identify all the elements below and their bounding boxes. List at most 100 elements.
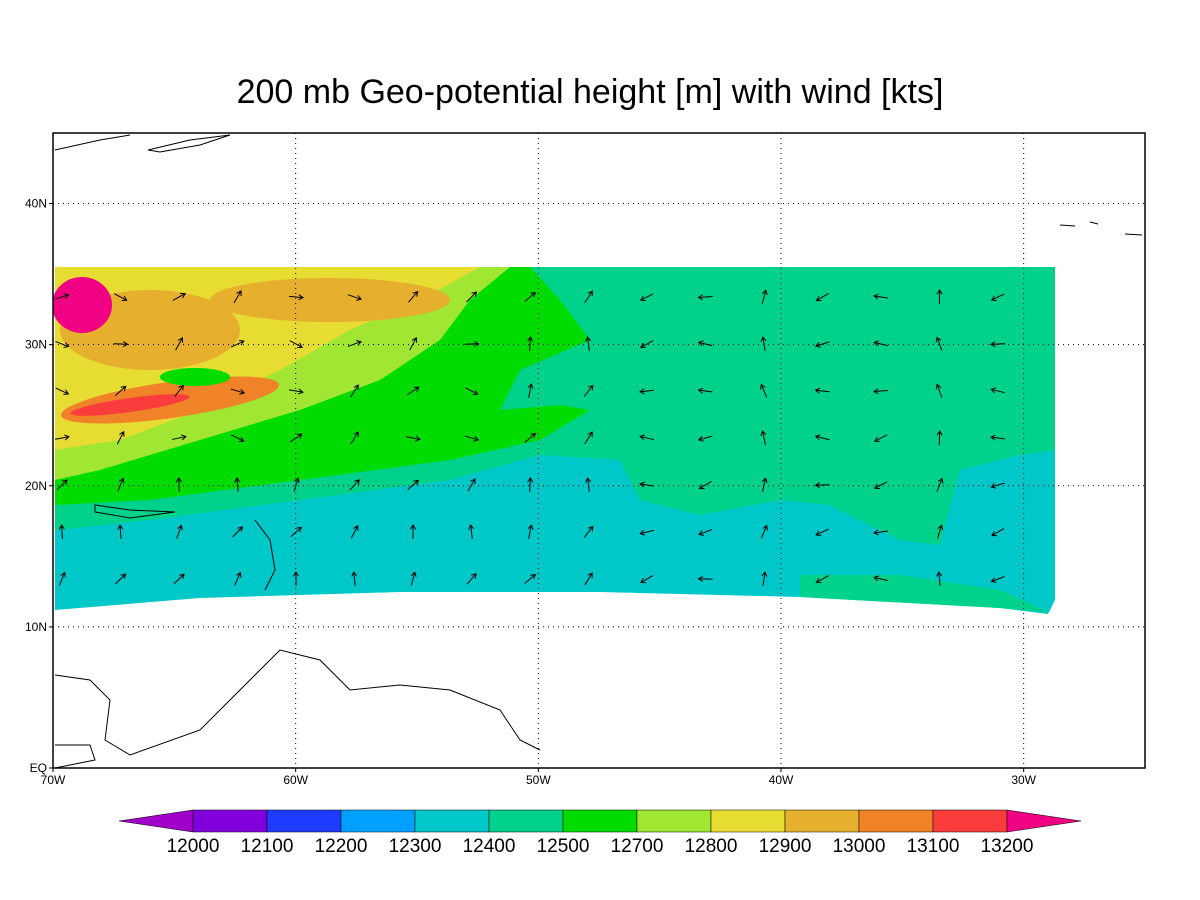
wind-arrow — [527, 477, 534, 493]
wind-arrow — [117, 524, 124, 540]
wind-arrow — [761, 477, 768, 492]
wind-arrow — [873, 575, 888, 582]
y-tick-label: 40N — [25, 197, 47, 211]
colorbar-swatch — [414, 809, 490, 833]
wind-arrow — [55, 387, 70, 395]
wind-arrow — [761, 289, 768, 304]
wind-arrow — [697, 387, 713, 394]
y-tick-label: 20N — [25, 479, 47, 493]
wind-arrow — [234, 477, 241, 493]
wind-arrow — [640, 575, 654, 584]
wind-arrow — [697, 340, 713, 347]
colorbar-swatch — [636, 809, 712, 833]
wind-arrow — [936, 289, 943, 305]
wind-arrow — [990, 434, 1006, 441]
colorbar-swatch — [562, 809, 638, 833]
height-field — [53, 267, 1055, 614]
wind-arrow — [465, 387, 479, 396]
colorbar-label: 12100 — [241, 836, 294, 857]
x-tick-label: 70W — [41, 773, 66, 787]
wind-arrow — [58, 571, 66, 586]
colorbar-triangle — [118, 809, 194, 833]
wind-arrow — [873, 434, 888, 443]
wind-arrow — [232, 526, 244, 538]
wind-arrow — [175, 477, 182, 493]
wind-arrow — [409, 336, 418, 351]
wind-arrow — [815, 575, 829, 584]
colorbar-swatch — [488, 809, 564, 833]
wind-arrow — [55, 340, 70, 348]
wind-arrow — [698, 480, 712, 490]
wind-arrow — [697, 575, 713, 582]
wind-arrow — [584, 431, 593, 445]
colorbar-label: 12700 — [611, 836, 664, 857]
wind-arrow — [873, 293, 889, 300]
wind-arrow — [761, 571, 768, 587]
wind-arrow — [231, 434, 245, 443]
wind-arrow — [584, 572, 593, 586]
wind-arrow — [815, 292, 829, 302]
wind-arrow — [410, 524, 417, 540]
wind-arrow — [175, 337, 184, 351]
wind-arrow — [466, 291, 478, 303]
colorbar-swatch — [340, 809, 416, 833]
wind-arrow — [55, 293, 70, 300]
wind-arrow — [936, 430, 943, 446]
wind-arrow — [990, 387, 1005, 394]
wind-arrow — [347, 294, 363, 301]
colorbar-label: 12500 — [537, 836, 590, 857]
x-tick-label: 30W — [1011, 773, 1036, 787]
wind-arrow — [406, 386, 420, 396]
wind-arrow — [464, 435, 480, 442]
wind-arrow — [233, 290, 242, 304]
colorbar-label: 12800 — [685, 836, 738, 857]
colorbar-label: 12300 — [389, 836, 442, 857]
wind-arrow — [234, 571, 242, 586]
wind-arrow — [697, 294, 713, 301]
colorbar-swatch — [784, 809, 860, 833]
wind-arrow — [639, 340, 654, 349]
wind-arrow — [760, 430, 767, 445]
wind-arrow — [990, 576, 1005, 583]
wind-arrow — [230, 388, 246, 395]
wind-arrow — [585, 477, 592, 493]
wind-arrow — [873, 340, 888, 347]
wind-arrow — [583, 384, 594, 397]
wind-arrow — [466, 572, 477, 585]
wind-arrow — [936, 524, 944, 539]
wind-arrow — [58, 524, 65, 540]
wind-arrow — [935, 336, 943, 351]
wind-arrow — [991, 527, 1005, 537]
wind-arrow — [524, 573, 537, 584]
chart-title: 200 mb Geo-potential height [m] with win… — [237, 73, 944, 111]
wind-arrow — [293, 477, 300, 492]
wind-arrow — [524, 291, 537, 302]
wind-arrow — [464, 340, 480, 347]
wind-arrow — [760, 524, 768, 539]
wind-arrow — [760, 336, 767, 351]
coastlines — [54, 134, 1143, 769]
wind-arrow — [524, 432, 537, 443]
wind-arrow — [936, 477, 944, 492]
wind-arrow — [639, 293, 654, 302]
colorbar-swatch — [858, 809, 934, 833]
wind-arrow — [410, 571, 417, 586]
wind-arrow — [114, 385, 127, 397]
y-tick-label: EQ — [30, 761, 47, 775]
colorbar-swatch — [932, 809, 1008, 833]
wind-arrow — [172, 434, 187, 441]
wind-arrow — [349, 479, 360, 491]
y-tick-label: 30N — [25, 338, 47, 352]
wind-arrow — [230, 340, 245, 348]
wind-arrow — [351, 571, 358, 587]
wind-arrow — [583, 525, 594, 538]
wind-arrow — [935, 383, 943, 398]
wind-arrow — [760, 383, 768, 398]
x-tick-label: 50W — [526, 773, 551, 787]
wind-arrow — [468, 524, 475, 540]
wind-arrow — [814, 341, 830, 348]
wind-arrow — [113, 341, 129, 348]
colorbar-swatch — [266, 809, 342, 833]
wind-arrow — [814, 387, 830, 394]
